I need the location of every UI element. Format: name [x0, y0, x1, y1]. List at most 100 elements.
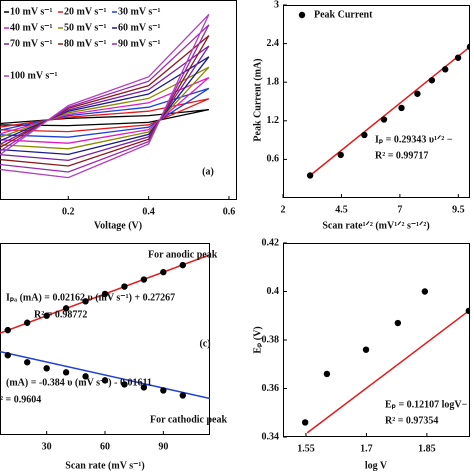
annotation: Iₚₐ (mA) = 0.02162 υ (mV s⁻¹) + 0.27267	[6, 292, 175, 303]
legend-entry: 50 mV s⁻¹	[64, 22, 107, 33]
cv-curve	[0, 87, 210, 138]
panel: 0.2 0.4 0.6 Voltage (V) 10 mV s⁻¹ 20 mV s⁻¹ 30…	[0, 0, 237, 231]
data-point	[454, 54, 462, 61]
data-point	[380, 116, 388, 123]
y-tick-label: 0.42	[262, 237, 280, 248]
legend-entry: 20 mV s⁻¹	[64, 6, 107, 17]
legend-entry: 40 mV s⁻¹	[10, 22, 53, 33]
annotation: Iₚ = 0.29343 υ¹ᐟ² −	[375, 134, 453, 145]
data-point	[121, 381, 128, 388]
x-tick-label: 1.85	[418, 443, 436, 454]
fit-line	[306, 309, 470, 434]
data-point	[82, 373, 89, 380]
data-point	[179, 392, 186, 399]
data-point	[160, 387, 167, 394]
legend-entry: 30 mV s⁻¹	[118, 6, 161, 17]
x-tick-label: 60	[100, 441, 110, 452]
y-tick-label: 1.2	[267, 115, 280, 126]
y-axis-label: Peak Current (mA)	[252, 58, 263, 141]
legend-entry: Peak Current	[314, 9, 373, 20]
x-tick-label: 0.4	[142, 206, 155, 217]
data-point	[62, 305, 70, 312]
plot-frame	[0, 0, 237, 200]
data-point	[160, 268, 167, 276]
cv-curve	[0, 24, 210, 173]
data-point	[4, 326, 11, 334]
data-point	[398, 104, 405, 112]
x-tick-label: 7	[397, 204, 402, 215]
data-point	[421, 288, 429, 295]
y-tick-label: 0.34	[262, 431, 280, 442]
data-point	[43, 365, 50, 372]
data-point	[465, 307, 470, 315]
plot-area	[301, 288, 470, 434]
data-point	[414, 90, 421, 97]
panel: 1.55 1.7 1.85 0.34 0.36 0.38 0.4 0.42 log V Eₚ (V…	[252, 237, 470, 471]
annotation: (c)	[199, 338, 210, 349]
data-point	[323, 370, 331, 378]
data-point	[301, 419, 309, 426]
annotation: (mA) = -0.384 υ (mV s⁻¹) - 0.01611	[6, 377, 152, 388]
cv-curve	[0, 45, 210, 162]
data-point	[140, 276, 148, 283]
y-tick-label: 2.4	[267, 38, 280, 49]
plot-area	[306, 43, 470, 179]
cv-curve	[0, 13, 210, 179]
x-axis-label: Scan rate (mV s⁻¹)	[65, 460, 144, 471]
y-tick-label: 0.38	[262, 334, 280, 345]
data-point	[24, 359, 31, 366]
data-point	[394, 319, 402, 327]
cv-curve	[0, 108, 210, 127]
x-tick-label: 1.7	[360, 443, 373, 454]
legend-entry: 10 mV s⁻¹	[10, 6, 53, 17]
data-point	[43, 312, 50, 319]
plot-area	[0, 254, 210, 400]
annotation: For cathodic peak	[150, 414, 227, 425]
legend-entry: 70 mV s⁻¹	[10, 38, 53, 49]
data-point	[101, 377, 109, 384]
annotation: R² = 0.99717	[375, 150, 428, 161]
data-point	[24, 319, 31, 326]
data-point	[442, 66, 449, 73]
annotation: Eₚ = 0.12107 logV−	[385, 399, 468, 410]
annotation: R² = 0.98772	[34, 309, 87, 320]
y-tick-label: 1.8	[267, 76, 280, 87]
data-point	[466, 43, 470, 51]
fit-line	[0, 350, 210, 400]
y-tick-label: 0.36	[262, 383, 280, 394]
legend-entry: 60 mV s⁻¹	[118, 22, 161, 33]
plot-frame	[283, 5, 470, 198]
annotation: For anodic peak	[148, 249, 218, 260]
annotation: (a)	[202, 166, 214, 177]
y-tick-label: 0.6	[267, 154, 280, 165]
cv-curve	[0, 77, 210, 144]
plot-frame	[0, 243, 210, 435]
annotation: R² = 0.97354	[385, 415, 438, 426]
panel: 30 60 90 Scan rate (mV s⁻¹) For anodic peak I…	[0, 243, 227, 471]
data-point	[101, 290, 109, 298]
x-tick-label: 4.5	[335, 204, 348, 215]
legend-marker	[298, 11, 306, 19]
panel: 2 4.5 7 9.5 0.6 1.2 1.8 2.4 3 Scan rate¹ᐟ² (mV¹ᐟ²…	[252, 0, 470, 231]
data-point	[361, 131, 368, 139]
x-tick-label: 1.55	[297, 443, 315, 454]
x-tick-label: 90	[158, 441, 168, 452]
x-axis-label: Scan rate¹ᐟ² (mV¹ᐟ² s⁻¹ᐟ²)	[322, 220, 429, 231]
data-point	[179, 261, 186, 269]
y-tick-label: 3	[274, 0, 279, 10]
x-tick-label: 0.2	[62, 206, 75, 217]
x-tick-label: 30	[42, 441, 52, 452]
data-point	[428, 77, 436, 84]
data-point	[362, 346, 370, 353]
x-tick-label: 2	[281, 204, 286, 215]
annotation: ² = 0.9604	[0, 394, 41, 405]
x-axis-label: Voltage (V)	[94, 220, 142, 231]
cv-curve	[0, 66, 210, 150]
data-point	[4, 352, 11, 359]
x-tick-label: 0.6	[223, 206, 236, 217]
plot-area	[0, 13, 210, 179]
y-tick-label: 0.4	[267, 286, 280, 297]
data-point	[140, 384, 148, 391]
data-point	[62, 369, 70, 376]
